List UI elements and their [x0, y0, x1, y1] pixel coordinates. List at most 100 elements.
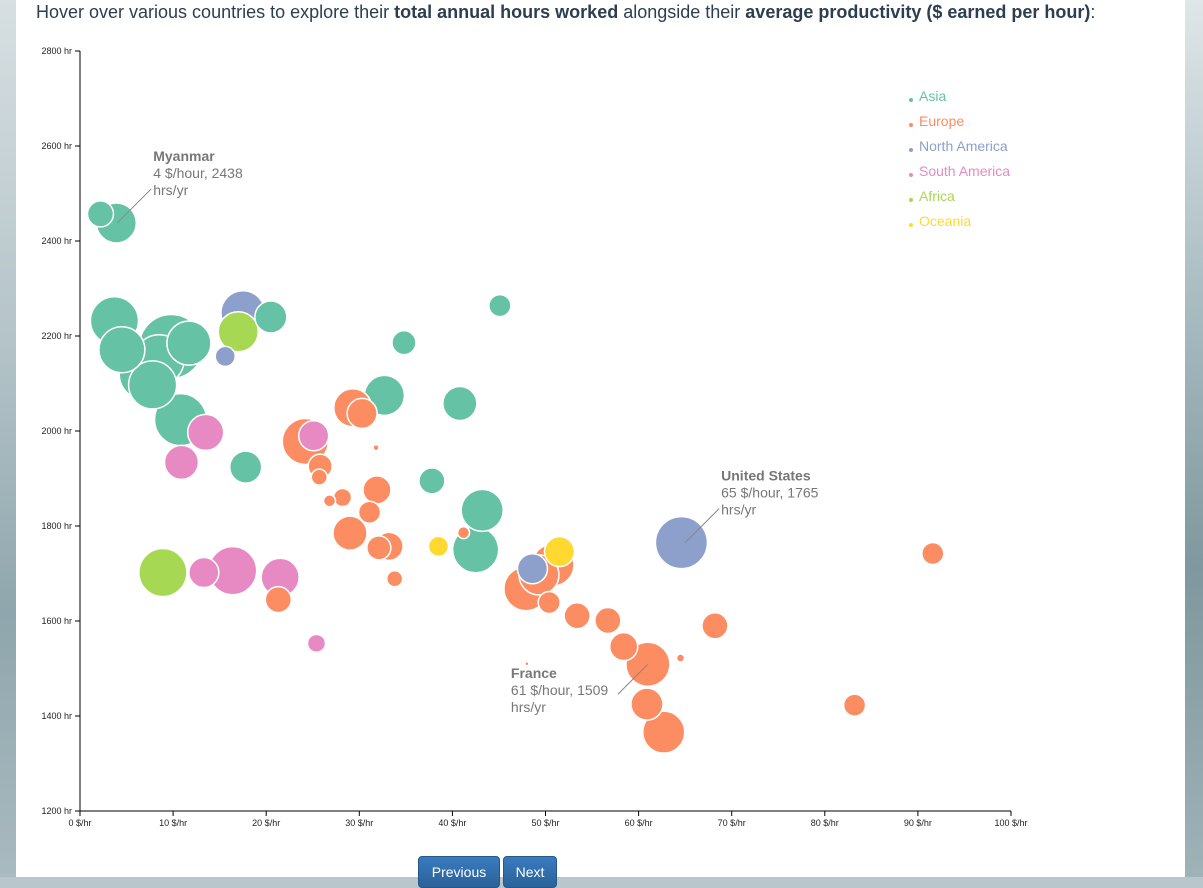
bubble[interactable] [608, 631, 639, 662]
bubble[interactable] [362, 475, 392, 505]
x-tick: 30 $/hr [345, 811, 373, 828]
x-tick-label: 10 $/hr [159, 818, 187, 828]
y-tick-label: 1200 hr [41, 806, 72, 816]
bubble[interactable] [357, 500, 382, 524]
bubble[interactable] [641, 710, 686, 754]
bubble[interactable] [310, 468, 329, 486]
annotation-name: United States [721, 468, 811, 484]
annotation-detail: hrs/yr [153, 182, 188, 198]
bubble[interactable] [217, 310, 260, 353]
bubble[interactable] [921, 541, 945, 566]
bubble[interactable] [524, 661, 530, 667]
bubble[interactable] [254, 300, 288, 334]
x-tick-label: 70 $/hr [718, 818, 746, 828]
bubble[interactable] [228, 450, 263, 484]
bubble[interactable] [442, 385, 478, 422]
bubble[interactable] [427, 535, 450, 558]
legend-dot [909, 198, 913, 202]
bubble[interactable] [214, 345, 236, 368]
x-tick: 40 $/hr [438, 811, 466, 828]
legend-dot [909, 148, 913, 152]
y-tick: 2800 hr [41, 46, 80, 56]
x-tick: 20 $/hr [252, 811, 280, 828]
previous-button[interactable]: Previous [418, 856, 500, 888]
y-tick-label: 1800 hr [41, 521, 72, 531]
intro-bold-2: average productivity ($ earned per hour) [745, 2, 1091, 22]
bubble[interactable] [127, 360, 178, 410]
x-tick-label: 80 $/hr [811, 818, 839, 828]
bubble[interactable] [188, 556, 220, 589]
bubble[interactable] [418, 467, 446, 495]
x-tick: 10 $/hr [159, 811, 187, 828]
x-tick: 0 $/hr [68, 811, 92, 828]
legend-dot [909, 223, 913, 227]
next-button[interactable]: Next [503, 856, 557, 888]
bubble[interactable] [98, 326, 146, 374]
x-tick-label: 60 $/hr [625, 818, 653, 828]
bubble[interactable] [322, 494, 337, 508]
bubble[interactable] [543, 535, 576, 568]
intro-text: Hover over various countries to explore … [36, 2, 1156, 23]
x-tick: 60 $/hr [625, 811, 653, 828]
bubble[interactable] [163, 444, 200, 481]
intro-bold-1: total annual hours worked [394, 2, 619, 22]
annotation-detail: 61 $/hour, 1509 [511, 682, 609, 698]
bubble[interactable] [842, 693, 867, 717]
legend-dot [909, 173, 913, 177]
bubble[interactable] [346, 397, 378, 430]
y-tick: 2000 hr [41, 426, 80, 436]
y-tick: 1200 hr [41, 806, 80, 816]
bubble[interactable] [86, 200, 115, 228]
bubble[interactable] [264, 585, 293, 614]
bubbles-layer[interactable] [86, 200, 945, 754]
bubble[interactable] [366, 535, 392, 561]
x-tick-label: 50 $/hr [531, 818, 559, 828]
bubble[interactable] [701, 612, 729, 640]
bubble[interactable] [456, 525, 471, 540]
bubble[interactable] [654, 515, 709, 570]
bubble[interactable] [391, 329, 417, 356]
bubble[interactable] [537, 590, 561, 615]
intro-part-1: Hover over various countries to explore … [36, 2, 395, 22]
y-tick: 2600 hr [41, 141, 80, 151]
background-left [0, 0, 16, 877]
legend-item: South America [909, 163, 1010, 179]
bubble[interactable] [488, 293, 512, 318]
bubble[interactable] [594, 606, 622, 635]
chart-axes: 1200 hr 1400 hr 1600 hr 1800 hr 2000 hr 2200 … [41, 46, 1027, 828]
legend-item: Europe [909, 113, 964, 129]
bubble[interactable] [332, 487, 353, 508]
bubble[interactable] [332, 515, 368, 551]
bubble[interactable] [306, 633, 327, 654]
bubble[interactable] [138, 547, 188, 598]
bubble[interactable] [297, 420, 330, 452]
x-tick-label: 0 $/hr [68, 818, 91, 828]
bubble[interactable] [166, 320, 212, 366]
intro-part-3: : [1090, 2, 1096, 22]
bubble[interactable] [516, 553, 549, 585]
x-tick: 80 $/hr [811, 811, 839, 828]
bubble[interactable] [460, 488, 504, 533]
background-right [1185, 0, 1203, 877]
y-tick-label: 2800 hr [41, 46, 72, 56]
annotation-detail: hrs/yr [721, 502, 756, 518]
bubble[interactable] [186, 413, 225, 452]
legend-item: Africa [909, 188, 955, 204]
y-tick: 2400 hr [41, 236, 80, 246]
y-tick: 1600 hr [41, 616, 80, 626]
bubble[interactable] [563, 602, 591, 630]
bubble[interactable] [372, 443, 380, 452]
chart-legend: Asia Europe North America South America Afri… [909, 88, 1010, 229]
legend-label: Asia [919, 88, 946, 104]
bubble[interactable] [630, 687, 664, 721]
x-tick-label: 20 $/hr [252, 818, 280, 828]
y-tick-label: 2400 hr [41, 236, 72, 246]
bubble[interactable] [675, 653, 686, 663]
x-tick-label: 30 $/hr [345, 818, 373, 828]
bubble[interactable] [385, 569, 404, 588]
